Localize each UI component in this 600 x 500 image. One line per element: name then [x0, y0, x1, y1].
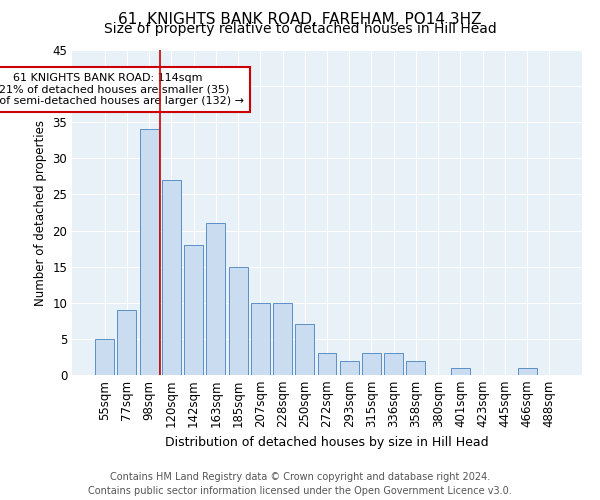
Bar	[95, 339, 114, 375]
Bar	[251, 303, 270, 375]
Bar	[317, 354, 337, 375]
Bar	[118, 310, 136, 375]
Text: 61, KNIGHTS BANK ROAD, FAREHAM, PO14 3HZ: 61, KNIGHTS BANK ROAD, FAREHAM, PO14 3HZ	[118, 12, 482, 28]
Y-axis label: Number of detached properties: Number of detached properties	[34, 120, 47, 306]
Text: Contains HM Land Registry data © Crown copyright and database right 2024.
Contai: Contains HM Land Registry data © Crown c…	[88, 472, 512, 496]
Bar	[451, 368, 470, 375]
Bar	[206, 224, 225, 375]
Text: Size of property relative to detached houses in Hill Head: Size of property relative to detached ho…	[104, 22, 496, 36]
Bar	[384, 354, 403, 375]
Bar	[229, 266, 248, 375]
Bar	[406, 360, 425, 375]
Bar	[518, 368, 536, 375]
X-axis label: Distribution of detached houses by size in Hill Head: Distribution of detached houses by size …	[165, 436, 489, 449]
Bar	[340, 360, 359, 375]
Bar	[184, 245, 203, 375]
Bar	[162, 180, 181, 375]
Bar	[362, 354, 381, 375]
Bar	[273, 303, 292, 375]
Bar	[295, 324, 314, 375]
Bar	[140, 130, 158, 375]
Text: 61 KNIGHTS BANK ROAD: 114sqm
← 21% of detached houses are smaller (35)
79% of se: 61 KNIGHTS BANK ROAD: 114sqm ← 21% of de…	[0, 72, 244, 106]
